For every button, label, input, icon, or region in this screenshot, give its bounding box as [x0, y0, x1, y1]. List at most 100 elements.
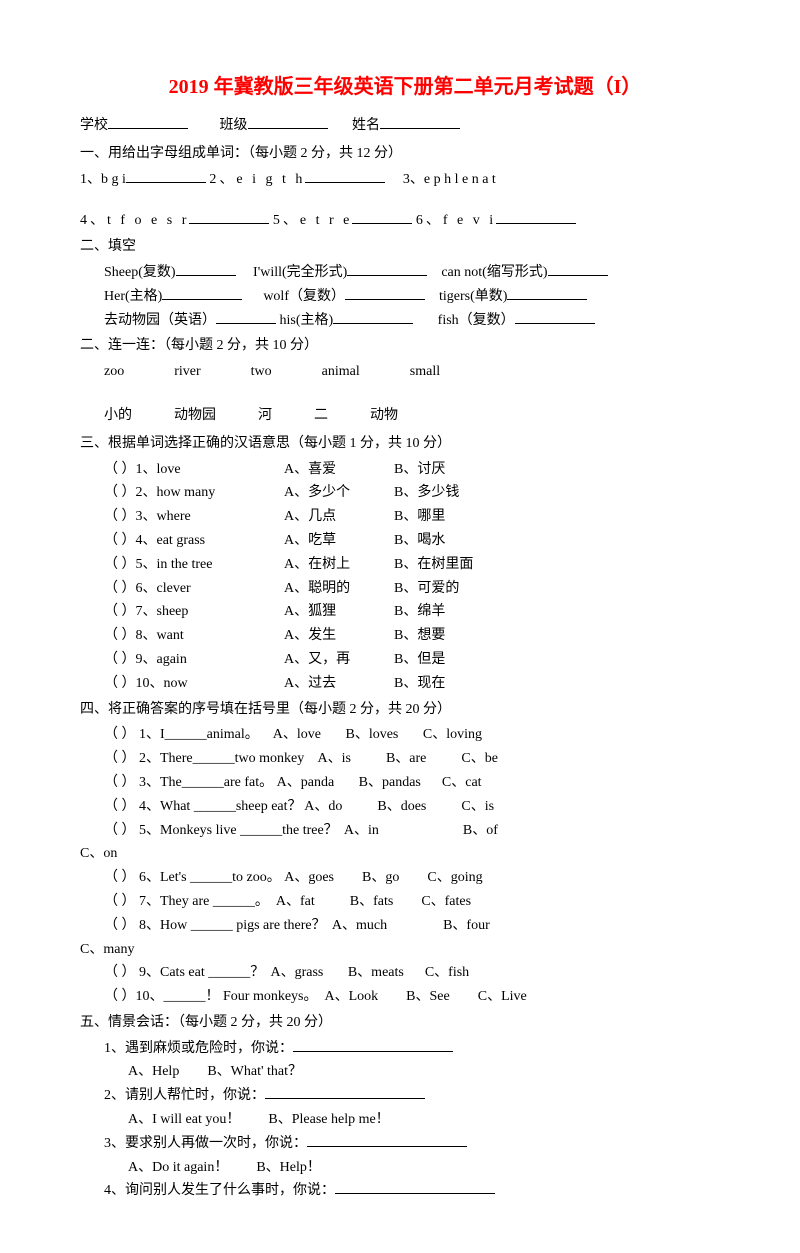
s4-q7-c: C、fates [421, 894, 471, 909]
s4-q4-c: C、is [461, 799, 494, 814]
s4-q4: （ ） 4、What ______sheep eat？ A、do B、does … [80, 795, 730, 819]
s4-q2-a: A、is [317, 751, 350, 766]
s3-item-label: （ ）8、want [104, 624, 284, 648]
m-zoo: zoo [104, 360, 124, 384]
s4-q6-t: （ ） 6、Let's ______to zoo。 [104, 870, 281, 885]
s5-q3-b: B、Help！ [256, 1160, 321, 1175]
s2a-l1: Sheep(复数) I'will(完全形式) can not(缩写形式) [80, 261, 730, 285]
s3-item-b: B、现在 [394, 676, 445, 691]
s3-item: （ ）9、againA、又，再B、但是 [80, 648, 730, 672]
section-5-head: 五、情景会话：（每小题 2 分，共 20 分） [80, 1011, 730, 1035]
name-label: 姓名 [352, 118, 380, 133]
s4-q9-c: C、fish [425, 965, 469, 980]
s4-q10-a: A、Look [325, 989, 379, 1004]
s5-q2p: 2、请别人帮忙时，你说： [80, 1084, 730, 1108]
m-river: river [174, 360, 200, 384]
s3-item-a: A、过去 [284, 672, 394, 696]
s4-q2-c: C、be [461, 751, 498, 766]
s3-item: （ ）10、nowA、过去B、现在 [80, 672, 730, 696]
s4-q8-a: A、much [332, 918, 387, 933]
s4-q8-b: B、four [443, 918, 490, 933]
s2a-l3c: fish（复数） [438, 313, 515, 328]
s3-item-label: （ ）9、again [104, 648, 284, 672]
s2a-l3a: 去动物园（英语） [104, 313, 216, 328]
s2a-l3: 去动物园（英语） his(主格) fish（复数） [80, 309, 730, 333]
student-info-line: 学校 班级 姓名 [80, 114, 730, 138]
s4-q5: （ ） 5、Monkeys live ______the tree？ A、in … [80, 819, 730, 843]
s4-q9-t: （ ） 9、Cats eat ______？ [104, 965, 264, 980]
s3-item: （ ）7、sheepA、狐狸B、绵羊 [80, 600, 730, 624]
s5-q2-a: A、I will eat you！ [128, 1112, 240, 1127]
s3-item-b: B、哪里 [394, 509, 445, 524]
s1-row2: 4、t f o e s r 5、e t r e 6、f e v i [80, 209, 730, 233]
s3-item-a: A、几点 [284, 505, 394, 529]
s4-q3: （ ） 3、The______are fat。 A、panda B、pandas… [80, 771, 730, 795]
m-c5: 动物 [370, 404, 398, 428]
s3-item-a: A、发生 [284, 624, 394, 648]
s5-q2o: A、I will eat you！ B、Please help me！ [80, 1108, 730, 1132]
s4-q8: （ ） 8、How ______ pigs are there？ A、much … [80, 914, 730, 938]
s2a-l1b: I'will(完全形式) [253, 265, 347, 280]
s3-item-a: A、又，再 [284, 648, 394, 672]
s3-item-a: A、聪明的 [284, 577, 394, 601]
s4-q7-b: B、fats [350, 894, 394, 909]
s3-item-label: （ ）7、sheep [104, 600, 284, 624]
s2a-l1c: can not(缩写形式) [441, 265, 547, 280]
s4-q8-c: C、many [80, 942, 134, 957]
s4-q6-c: C、going [427, 870, 482, 885]
s2a-l1a: Sheep(复数) [104, 265, 176, 280]
s5-q3-prompt: 3、要求别人再做一次时，你说： [104, 1136, 307, 1151]
s4-q7: （ ） 7、They are ______。 A、fat B、fats C、fa… [80, 890, 730, 914]
s5-q4p: 4、询问别人发生了什么事时，你说： [80, 1179, 730, 1203]
s3-item: （ ）8、wantA、发生B、想要 [80, 624, 730, 648]
s4-q1-t: （ ） 1、I______animal。 [104, 727, 259, 742]
s2a-l2: Her(主格) wolf（复数） tigers(单数) [80, 285, 730, 309]
s3-item-a: A、喜爱 [284, 458, 394, 482]
s5-q1p: 1、遇到麻烦或危险时，你说： [80, 1037, 730, 1061]
s4-q2: （ ） 2、There______two monkey A、is B、are C… [80, 747, 730, 771]
s1-q6: 6、f e v i [416, 213, 496, 228]
s4-q3-a: A、panda [277, 775, 335, 790]
s4-q3-t: （ ） 3、The______are fat。 [104, 775, 273, 790]
s4-q5-c: C、on [80, 846, 117, 861]
s4-q9-b: B、meats [348, 965, 404, 980]
s5-q1-prompt: 1、遇到麻烦或危险时，你说： [104, 1041, 293, 1056]
s5-q2-prompt: 2、请别人帮忙时，你说： [104, 1088, 265, 1103]
s4-q5c: C、on [80, 842, 730, 866]
s1-q4: 4、t f o e s r [80, 213, 189, 228]
s3-item-b: B、讨厌 [394, 462, 445, 477]
s4-q1-c: C、loving [423, 727, 482, 742]
s3-item: （ ）5、in the treeA、在树上B、在树里面 [80, 553, 730, 577]
s2a-l2a: Her(主格) [104, 289, 162, 304]
m-c3: 河 [258, 404, 272, 428]
s3-item-label: （ ）4、eat grass [104, 529, 284, 553]
s2b-row1: zoo river two animal small [104, 360, 730, 384]
class-label: 班级 [220, 118, 248, 133]
m-animal: animal [322, 360, 360, 384]
s4-q10: （ ）10、______！ Four monkeys。 A、Look B、See… [80, 985, 730, 1009]
page-title: 2019 年冀教版三年级英语下册第二单元月考试题（I） [80, 70, 730, 104]
section-2a-head: 二、填空 [80, 235, 730, 259]
m-two: two [251, 360, 272, 384]
s4-q6-a: A、goes [284, 870, 334, 885]
m-c2: 动物园 [174, 404, 216, 428]
s4-q8c: C、many [80, 938, 730, 962]
s2b-row2: 小的 动物园 河 二 动物 [104, 404, 730, 428]
s3-item-b: B、在树里面 [394, 557, 473, 572]
s4-q7-a: A、fat [276, 894, 315, 909]
s5-q1-a: A、Help [128, 1064, 179, 1079]
s4-q9: （ ） 9、Cats eat ______？ A、grass B、meats C… [80, 961, 730, 985]
section-3-head: 三、根据单词选择正确的汉语意思（每小题 1 分，共 10 分） [80, 432, 730, 456]
s3-item-b: B、可爱的 [394, 581, 459, 596]
s3-item: （ ）1、loveA、喜爱B、讨厌 [80, 458, 730, 482]
s4-q1: （ ） 1、I______animal。 A、love B、loves C、lo… [80, 723, 730, 747]
s5-q2-b: B、Please help me！ [268, 1112, 389, 1127]
s4-q9-a: A、grass [270, 965, 323, 980]
s3-item-b: B、想要 [394, 628, 445, 643]
s4-q6-b: B、go [362, 870, 399, 885]
s3-item-label: （ ）5、in the tree [104, 553, 284, 577]
s5-q3p: 3、要求别人再做一次时，你说： [80, 1132, 730, 1156]
s3-item-label: （ ）2、how many [104, 481, 284, 505]
s1-row1: 1、b g i 2、e i g t h 3、e p h l e n a t [80, 168, 730, 192]
s3-item: （ ）4、eat grassA、吃草B、喝水 [80, 529, 730, 553]
